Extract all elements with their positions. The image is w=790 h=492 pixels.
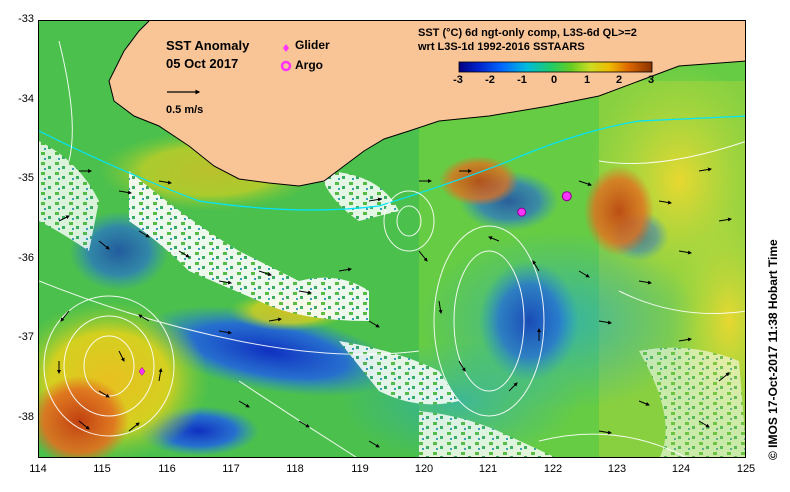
- imos-credit: © IMOS 17-Oct-2017 11:38 Hobart Time: [766, 239, 780, 460]
- colorbar: [458, 61, 653, 73]
- colorbar-tick-label: -3: [453, 74, 463, 86]
- y-tick-label: -36: [18, 252, 34, 264]
- colorbar-tick-label: 3: [647, 74, 655, 86]
- map-date: 05 Oct 2017: [166, 56, 239, 71]
- argo-legend-symbol: [280, 60, 292, 72]
- velocity-vectors: [57, 167, 732, 448]
- product-line-2: wrt L3S-1d 1992-2016 SSTAARS: [418, 41, 585, 53]
- colorbar-tick-label: -2: [485, 74, 495, 86]
- argo-legend-label: Argo: [295, 58, 323, 72]
- y-tick-label: -33: [18, 13, 34, 25]
- x-tick-label: 124: [671, 463, 691, 475]
- x-tick-label: 114: [29, 463, 47, 475]
- x-tick-label: 118: [286, 463, 304, 475]
- colorbar-tick-label: -1: [517, 74, 527, 86]
- colorbar-tick-label: 0: [550, 74, 558, 86]
- argo-marker[interactable]: [517, 207, 527, 217]
- glider-legend-label: Glider: [295, 38, 330, 52]
- shelf-contour: [39, 115, 745, 211]
- x-tick-label: 123: [607, 463, 627, 475]
- product-line-1: SST (°C) 6d ngt-only comp, L3S-6d QL>=2: [418, 27, 637, 39]
- x-tick-label: 121: [478, 463, 498, 475]
- coastline: [108, 21, 745, 187]
- map-plot-area[interactable]: [38, 20, 746, 458]
- sea-level-contours: [39, 40, 745, 457]
- missing-data-region: [129, 171, 369, 321]
- map-title: SST Anomaly: [166, 38, 250, 53]
- y-tick-label: -34: [18, 93, 34, 105]
- y-tick-label: -35: [18, 172, 34, 184]
- velocity-scale-label: 0.5 m/s: [166, 104, 204, 116]
- x-tick-label: 122: [543, 463, 563, 475]
- sst-map: [39, 21, 745, 457]
- argo-marker[interactable]: [561, 191, 572, 202]
- x-tick-label: 115: [93, 463, 111, 475]
- colorbar-tick-label: 1: [583, 74, 591, 86]
- glider-marker[interactable]: [138, 366, 146, 376]
- x-tick-label: 117: [222, 463, 240, 475]
- x-tick-label: 116: [158, 463, 176, 475]
- x-tick-label: 125: [736, 463, 756, 475]
- x-tick-label: 120: [414, 463, 434, 475]
- x-tick-label: 119: [351, 463, 369, 475]
- glider-legend-symbol: [283, 44, 289, 52]
- y-tick-label: -37: [18, 331, 34, 343]
- y-tick-label: -38: [18, 411, 34, 423]
- colorbar-tick-label: 2: [615, 74, 623, 86]
